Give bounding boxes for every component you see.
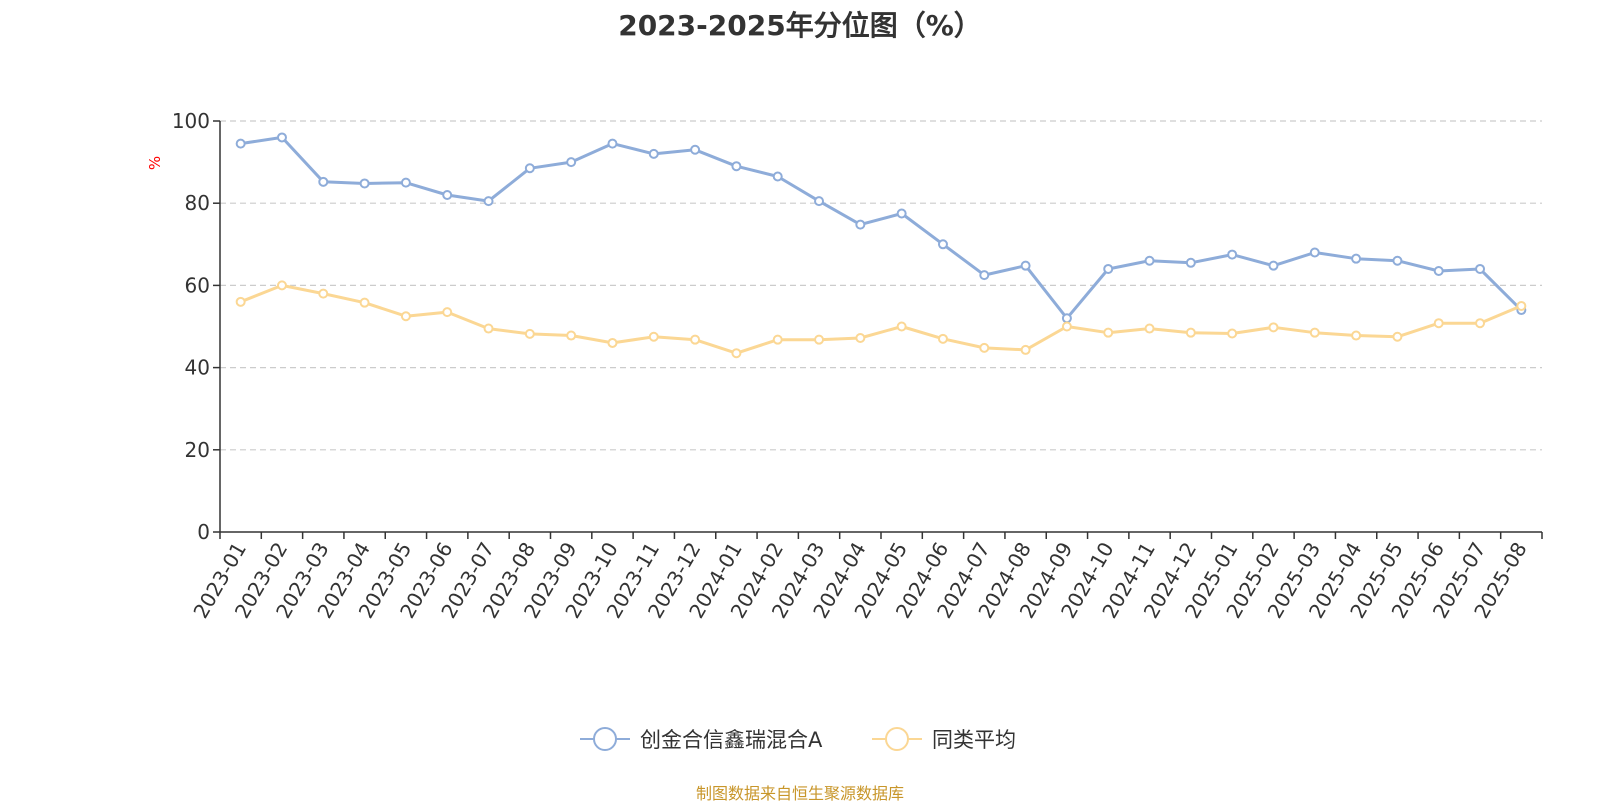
data-point	[524, 163, 535, 174]
data-point	[1475, 263, 1486, 274]
data-point	[483, 323, 494, 334]
y-tick-label: 0	[197, 520, 210, 544]
grid-lines	[220, 120, 1542, 451]
data-point	[648, 331, 659, 342]
y-tick-label: 60	[185, 273, 210, 297]
data-point	[896, 321, 907, 332]
data-point	[276, 280, 287, 291]
data-point	[1103, 263, 1114, 274]
data-point	[318, 288, 329, 299]
data-point	[235, 138, 246, 149]
legend-label: 创金合信鑫瑞混合A	[640, 728, 823, 752]
data-point	[1020, 344, 1031, 355]
data-point	[814, 196, 825, 207]
series-1	[235, 132, 1527, 324]
series-2	[235, 280, 1527, 359]
data-point	[1268, 322, 1279, 333]
data-point	[359, 297, 370, 308]
data-point	[400, 177, 411, 188]
data-point	[937, 239, 948, 250]
data-point	[896, 208, 907, 219]
legend-marker-icon	[593, 727, 617, 751]
data-point	[855, 219, 866, 230]
data-point	[1475, 318, 1486, 329]
y-axis-label: %	[146, 156, 164, 170]
data-point	[690, 144, 701, 155]
data-point	[690, 334, 701, 345]
y-tick-label: 100	[172, 109, 210, 133]
data-point	[1516, 300, 1527, 311]
data-point	[1185, 327, 1196, 338]
data-point	[1309, 327, 1320, 338]
data-point	[566, 157, 577, 168]
series-line	[240, 283, 1522, 355]
data-point	[359, 178, 370, 189]
legend-item-2[interactable]: 同类平均	[872, 727, 1016, 752]
data-point	[814, 334, 825, 345]
series-lines	[235, 132, 1527, 359]
data-point	[1144, 323, 1155, 334]
data-point	[1227, 249, 1238, 260]
data-point	[1020, 260, 1031, 271]
series-line	[240, 135, 1523, 320]
data-point	[772, 334, 783, 345]
data-point	[731, 161, 742, 172]
legend-label: 同类平均	[932, 728, 1016, 752]
data-point	[442, 307, 453, 318]
data-point	[731, 348, 742, 359]
y-tick-label: 40	[185, 356, 210, 380]
data-point	[1061, 321, 1072, 332]
data-point	[1227, 328, 1238, 339]
data-point	[1433, 318, 1444, 329]
data-point	[1351, 330, 1362, 341]
data-point	[1103, 327, 1114, 338]
legend[interactable]: 创金合信鑫瑞混合A 同类平均	[580, 727, 1016, 752]
data-point	[1185, 257, 1196, 268]
data-point	[1268, 260, 1279, 271]
data-point	[648, 148, 659, 159]
data-point	[979, 342, 990, 353]
axes: 0204060801002023-012023-022023-032023-04…	[172, 109, 1543, 622]
data-point	[607, 138, 618, 149]
data-point	[1061, 313, 1072, 324]
data-point	[607, 337, 618, 348]
data-point	[979, 270, 990, 281]
data-point	[1392, 255, 1403, 266]
source-note: 制图数据来自恒生聚源数据库	[695, 784, 904, 803]
data-point	[1392, 331, 1403, 342]
data-point	[442, 189, 453, 200]
y-tick-label: 20	[185, 438, 210, 462]
data-point	[1351, 253, 1362, 264]
y-tick-label: 80	[185, 191, 210, 215]
data-point	[1144, 255, 1155, 266]
data-point	[318, 176, 329, 187]
data-point	[772, 171, 783, 182]
chart-title: 2023-2025年分位图（%）	[618, 9, 982, 42]
data-point	[235, 296, 246, 307]
data-point	[1309, 247, 1320, 258]
data-point	[1433, 266, 1444, 277]
legend-marker-icon	[885, 727, 909, 751]
data-point	[483, 196, 494, 207]
data-point	[276, 132, 287, 143]
legend-item-1[interactable]: 创金合信鑫瑞混合A	[580, 727, 823, 752]
data-point	[524, 328, 535, 339]
data-point	[400, 311, 411, 322]
data-point	[937, 333, 948, 344]
data-point	[566, 330, 577, 341]
data-point	[855, 333, 866, 344]
